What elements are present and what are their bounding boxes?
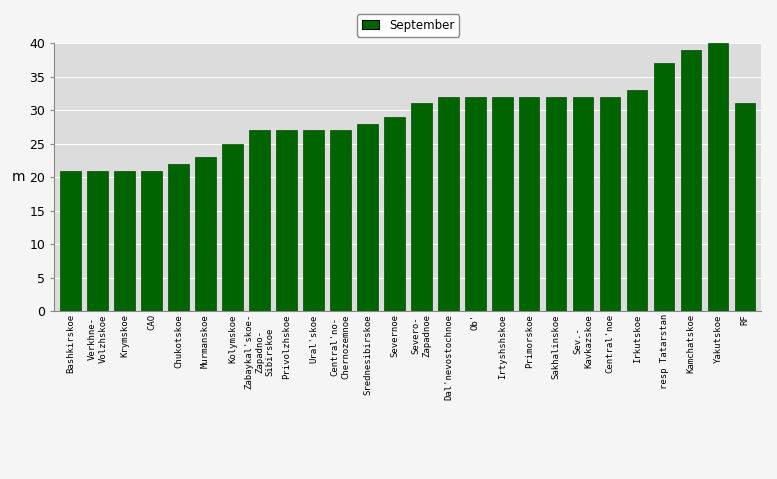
Bar: [438, 97, 458, 311]
Bar: [114, 171, 134, 311]
Bar: [195, 157, 216, 311]
Bar: [600, 97, 621, 311]
Bar: [411, 103, 431, 311]
Legend: September: September: [357, 14, 459, 36]
Bar: [493, 97, 513, 311]
Bar: [141, 171, 162, 311]
Bar: [330, 130, 350, 311]
Y-axis label: m: m: [12, 170, 25, 184]
Bar: [627, 90, 647, 311]
Bar: [385, 117, 405, 311]
Bar: [519, 97, 539, 311]
Bar: [546, 97, 566, 311]
Bar: [88, 171, 108, 311]
Bar: [249, 130, 270, 311]
Bar: [61, 171, 81, 311]
Bar: [465, 97, 486, 311]
Bar: [735, 103, 755, 311]
Bar: [277, 130, 297, 311]
Bar: [681, 50, 702, 311]
Bar: [708, 43, 728, 311]
Bar: [357, 124, 378, 311]
Bar: [169, 164, 189, 311]
Bar: [303, 130, 323, 311]
Bar: [573, 97, 594, 311]
Bar: [654, 63, 674, 311]
Bar: [222, 144, 242, 311]
